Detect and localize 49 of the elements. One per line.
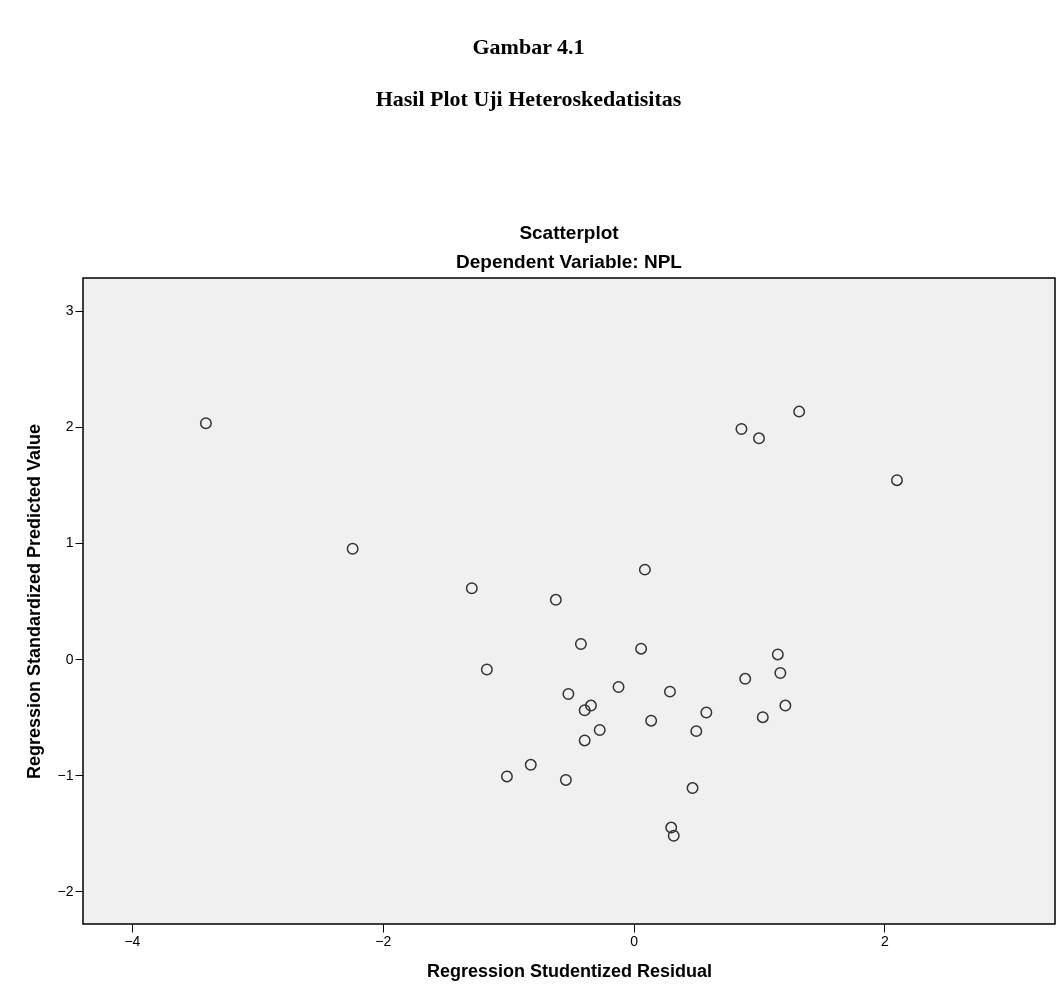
x-tick-label: 2 bbox=[881, 932, 890, 949]
point bbox=[500, 770, 513, 783]
point bbox=[346, 542, 359, 555]
point bbox=[465, 582, 478, 595]
y-axis-title: Regression Standardized Predicted Value bbox=[23, 423, 44, 780]
point bbox=[584, 699, 597, 712]
point bbox=[578, 734, 591, 747]
y-tick-label: −1 bbox=[57, 766, 74, 783]
point bbox=[199, 417, 212, 430]
point bbox=[524, 758, 537, 771]
point bbox=[638, 563, 651, 576]
point bbox=[700, 706, 713, 719]
point bbox=[735, 423, 748, 436]
point bbox=[753, 432, 765, 445]
text: Gambar 4.1 bbox=[471, 34, 586, 60]
point bbox=[663, 685, 676, 698]
point bbox=[690, 725, 703, 738]
point bbox=[549, 593, 562, 606]
point bbox=[562, 687, 575, 700]
point bbox=[667, 829, 680, 842]
y-tick-label: 2 bbox=[65, 418, 74, 435]
point bbox=[574, 638, 587, 650]
point bbox=[793, 405, 806, 418]
y-tick-label: 3 bbox=[65, 302, 74, 319]
point bbox=[686, 782, 699, 795]
point bbox=[774, 667, 787, 680]
point bbox=[779, 699, 792, 712]
x-axis-title: Regression Studentized Residual bbox=[426, 960, 713, 981]
y-tick-label: 1 bbox=[65, 534, 74, 551]
point bbox=[890, 474, 903, 487]
point bbox=[739, 672, 752, 685]
x-tick-label: 0 bbox=[630, 932, 639, 949]
y-tick-label: 0 bbox=[65, 650, 74, 667]
x-tick-label: −4 bbox=[124, 932, 141, 949]
point bbox=[480, 663, 493, 676]
point bbox=[771, 648, 784, 661]
point bbox=[612, 680, 625, 693]
point bbox=[645, 714, 658, 727]
point bbox=[593, 723, 606, 736]
point bbox=[578, 704, 591, 717]
chart-subtitle: Dependent Variable: NPL bbox=[456, 251, 683, 272]
chart-title: Scatterplot bbox=[519, 222, 620, 243]
text: Hasil Plot Uji Heteroskedatisitas bbox=[374, 86, 683, 112]
point bbox=[559, 773, 572, 786]
point bbox=[665, 821, 678, 834]
point bbox=[756, 711, 769, 724]
y-tick-label: −2 bbox=[57, 882, 74, 899]
point bbox=[635, 642, 648, 655]
x-tick-label: −2 bbox=[375, 932, 392, 949]
